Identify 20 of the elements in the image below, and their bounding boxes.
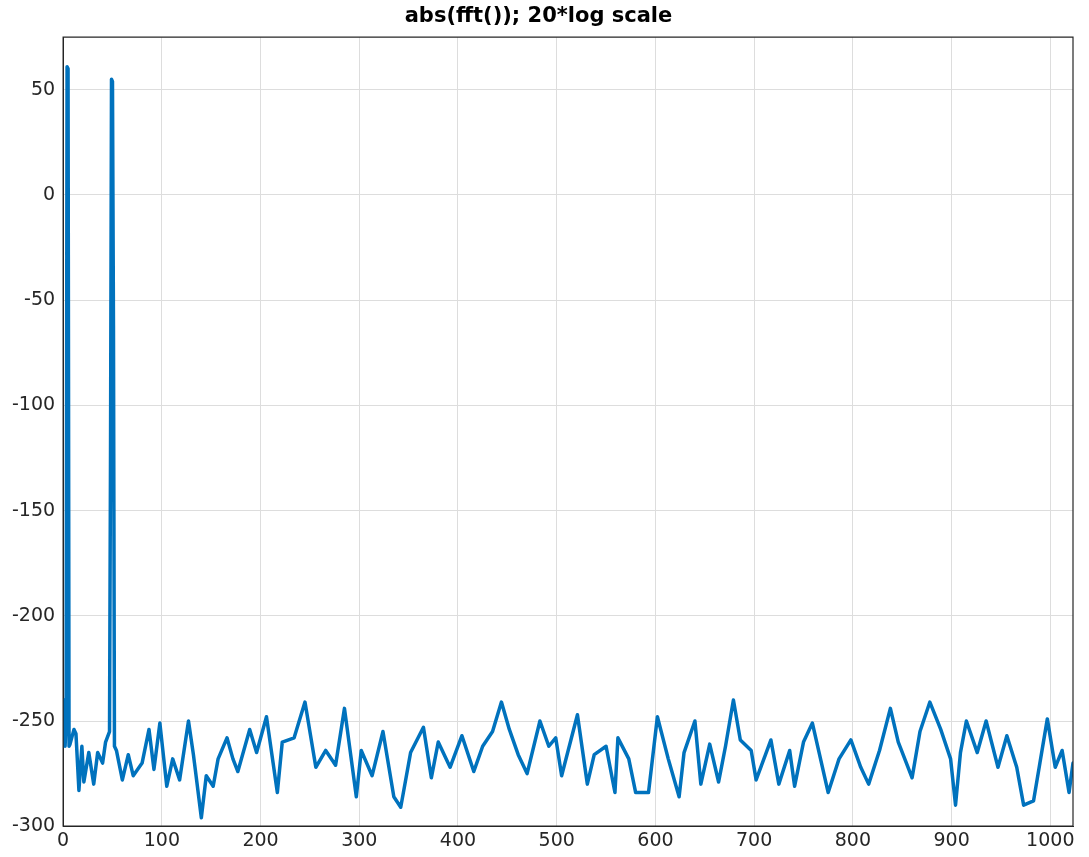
y-tick-label: 0	[43, 181, 56, 204]
x-tick-label: 900	[933, 827, 970, 850]
x-tick-label: 500	[538, 827, 575, 850]
x-tick-label: 1000	[1026, 827, 1075, 850]
y-tick-label: -300	[12, 813, 56, 836]
x-tick-label: 700	[736, 827, 773, 850]
x-tick-label: 600	[637, 827, 674, 850]
y-tick-label: -200	[12, 602, 56, 625]
x-tick-label: 400	[439, 827, 477, 850]
y-tick-label: -150	[12, 497, 56, 520]
x-tick-label: 100	[143, 827, 180, 850]
y-tick-label: 50	[30, 76, 56, 99]
x-tick-label: 800	[834, 827, 871, 850]
y-tick-label: -100	[12, 392, 56, 415]
x-tick-label: 0	[57, 827, 70, 850]
x-tick-label: 300	[341, 827, 378, 850]
x-tick-label: 200	[242, 827, 279, 850]
y-tick-label: -50	[24, 287, 56, 310]
y-tick-label: -250	[12, 707, 56, 730]
chart-title: abs(fft()); 20*log scale	[404, 3, 673, 28]
